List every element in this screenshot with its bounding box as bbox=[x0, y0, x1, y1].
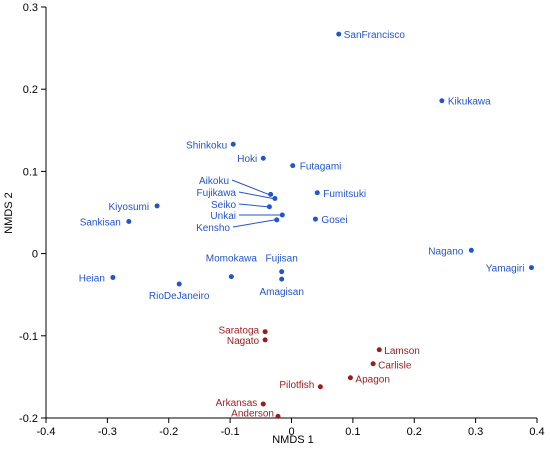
x-tick-label: -0.2 bbox=[159, 426, 178, 438]
label-nagato: Nagato bbox=[227, 336, 260, 347]
y-axis-title: NMDS 2 bbox=[3, 192, 15, 234]
point-sankisan bbox=[126, 219, 132, 225]
label-san-francisco: SanFrancisco bbox=[344, 30, 406, 41]
label-gosei: Gosei bbox=[321, 215, 347, 226]
point-futagami bbox=[290, 163, 296, 169]
x-axis-title: NMDS 1 bbox=[272, 434, 314, 446]
y-tick-label: 0.3 bbox=[23, 2, 38, 14]
label-amagisan: Amagisan bbox=[259, 287, 303, 298]
x-tick-label: -0.1 bbox=[221, 426, 240, 438]
y-ticks: -0.2 -0.1 0 0.1 0.2 0.3 bbox=[19, 2, 46, 425]
point-apagon bbox=[347, 375, 353, 381]
label-arkansas: Arkansas bbox=[216, 398, 258, 409]
point-fujisan bbox=[279, 269, 285, 275]
point-pilotfish bbox=[317, 384, 323, 390]
point-saratoga bbox=[262, 329, 268, 335]
point-labels: SanFrancisco Kikukawa Shinkoku Hoki Futagami… bbox=[79, 30, 525, 419]
label-nagano: Nagano bbox=[428, 246, 463, 257]
point-nagano bbox=[468, 247, 474, 253]
point-aikoku bbox=[268, 191, 274, 197]
point-anderson bbox=[275, 413, 281, 419]
x-tick-label: -0.4 bbox=[37, 426, 56, 438]
x-tick-label: 0.3 bbox=[468, 426, 483, 438]
y-tick-label: -0.2 bbox=[19, 413, 38, 425]
point-kensho bbox=[274, 217, 280, 223]
x-tick-label: 0.2 bbox=[407, 426, 422, 438]
y-tick-label: 0 bbox=[32, 249, 38, 261]
point-hoki bbox=[260, 155, 266, 161]
label-hoki: Hoki bbox=[237, 154, 257, 165]
point-rio-de-janeiro bbox=[176, 281, 182, 287]
label-yamagiri: Yamagiri bbox=[486, 264, 525, 275]
point-kikukawa bbox=[439, 98, 445, 104]
x-tick-label: 0 bbox=[288, 426, 294, 438]
leader-fujikawa bbox=[238, 191, 274, 200]
y-tick-label: -0.1 bbox=[19, 331, 38, 343]
point-lamson bbox=[376, 347, 382, 353]
point-heian bbox=[110, 274, 116, 280]
point-unkai bbox=[279, 212, 285, 218]
point-nagato bbox=[262, 337, 268, 343]
label-apagon: Apagon bbox=[355, 375, 389, 386]
label-kiyosumi: Kiyosumi bbox=[109, 202, 150, 213]
point-momokawa bbox=[228, 274, 234, 280]
label-sankisan: Sankisan bbox=[80, 218, 121, 229]
point-kiyosumi bbox=[154, 203, 160, 209]
label-leader-lines bbox=[231, 179, 281, 228]
label-shinkoku: Shinkoku bbox=[186, 140, 227, 151]
point-san-francisco bbox=[336, 31, 342, 37]
label-fujisan: Fujisan bbox=[266, 254, 298, 265]
label-kikukawa: Kikukawa bbox=[448, 97, 491, 108]
label-kensho: Kensho bbox=[196, 223, 230, 234]
point-seiko bbox=[266, 204, 272, 210]
data-points bbox=[110, 31, 534, 419]
x-tick-label: -0.3 bbox=[98, 426, 117, 438]
label-futagami: Futagami bbox=[300, 162, 342, 173]
point-carlisle bbox=[370, 361, 376, 367]
point-fujikawa bbox=[272, 196, 278, 202]
label-momokawa: Momokawa bbox=[206, 254, 258, 265]
point-arkansas bbox=[260, 401, 266, 407]
point-yamagiri bbox=[528, 265, 534, 271]
leader-seiko bbox=[238, 203, 268, 208]
point-fumitsuki bbox=[314, 190, 320, 196]
label-anderson: Anderson bbox=[231, 408, 274, 419]
label-aikoku: Aikoku bbox=[199, 176, 229, 187]
x-ticks: -0.4 -0.3 -0.2 -0.1 0 0.1 0.2 0.3 0.4 bbox=[37, 418, 545, 438]
point-shinkoku bbox=[230, 141, 236, 147]
leader-aikoku bbox=[231, 179, 269, 195]
label-fujikawa: Fujikawa bbox=[197, 188, 237, 199]
y-tick-label: 0.2 bbox=[23, 84, 38, 96]
label-lamson: Lamson bbox=[384, 346, 420, 357]
point-gosei bbox=[312, 216, 318, 222]
label-rio-de-janeiro: RioDeJaneiro bbox=[149, 291, 210, 302]
label-unkai: Unkai bbox=[210, 211, 236, 222]
label-pilotfish: Pilotfish bbox=[279, 380, 314, 391]
point-amagisan bbox=[279, 276, 285, 282]
label-seiko: Seiko bbox=[211, 200, 236, 211]
label-saratoga: Saratoga bbox=[219, 326, 260, 337]
label-carlisle: Carlisle bbox=[378, 361, 412, 372]
label-fumitsuki: Fumitsuki bbox=[323, 189, 366, 200]
x-tick-label: 0.1 bbox=[345, 426, 360, 438]
label-heian: Heian bbox=[79, 273, 105, 284]
x-tick-label: 0.4 bbox=[529, 426, 544, 438]
y-tick-label: 0.1 bbox=[23, 166, 38, 178]
leader-kensho bbox=[232, 219, 275, 228]
